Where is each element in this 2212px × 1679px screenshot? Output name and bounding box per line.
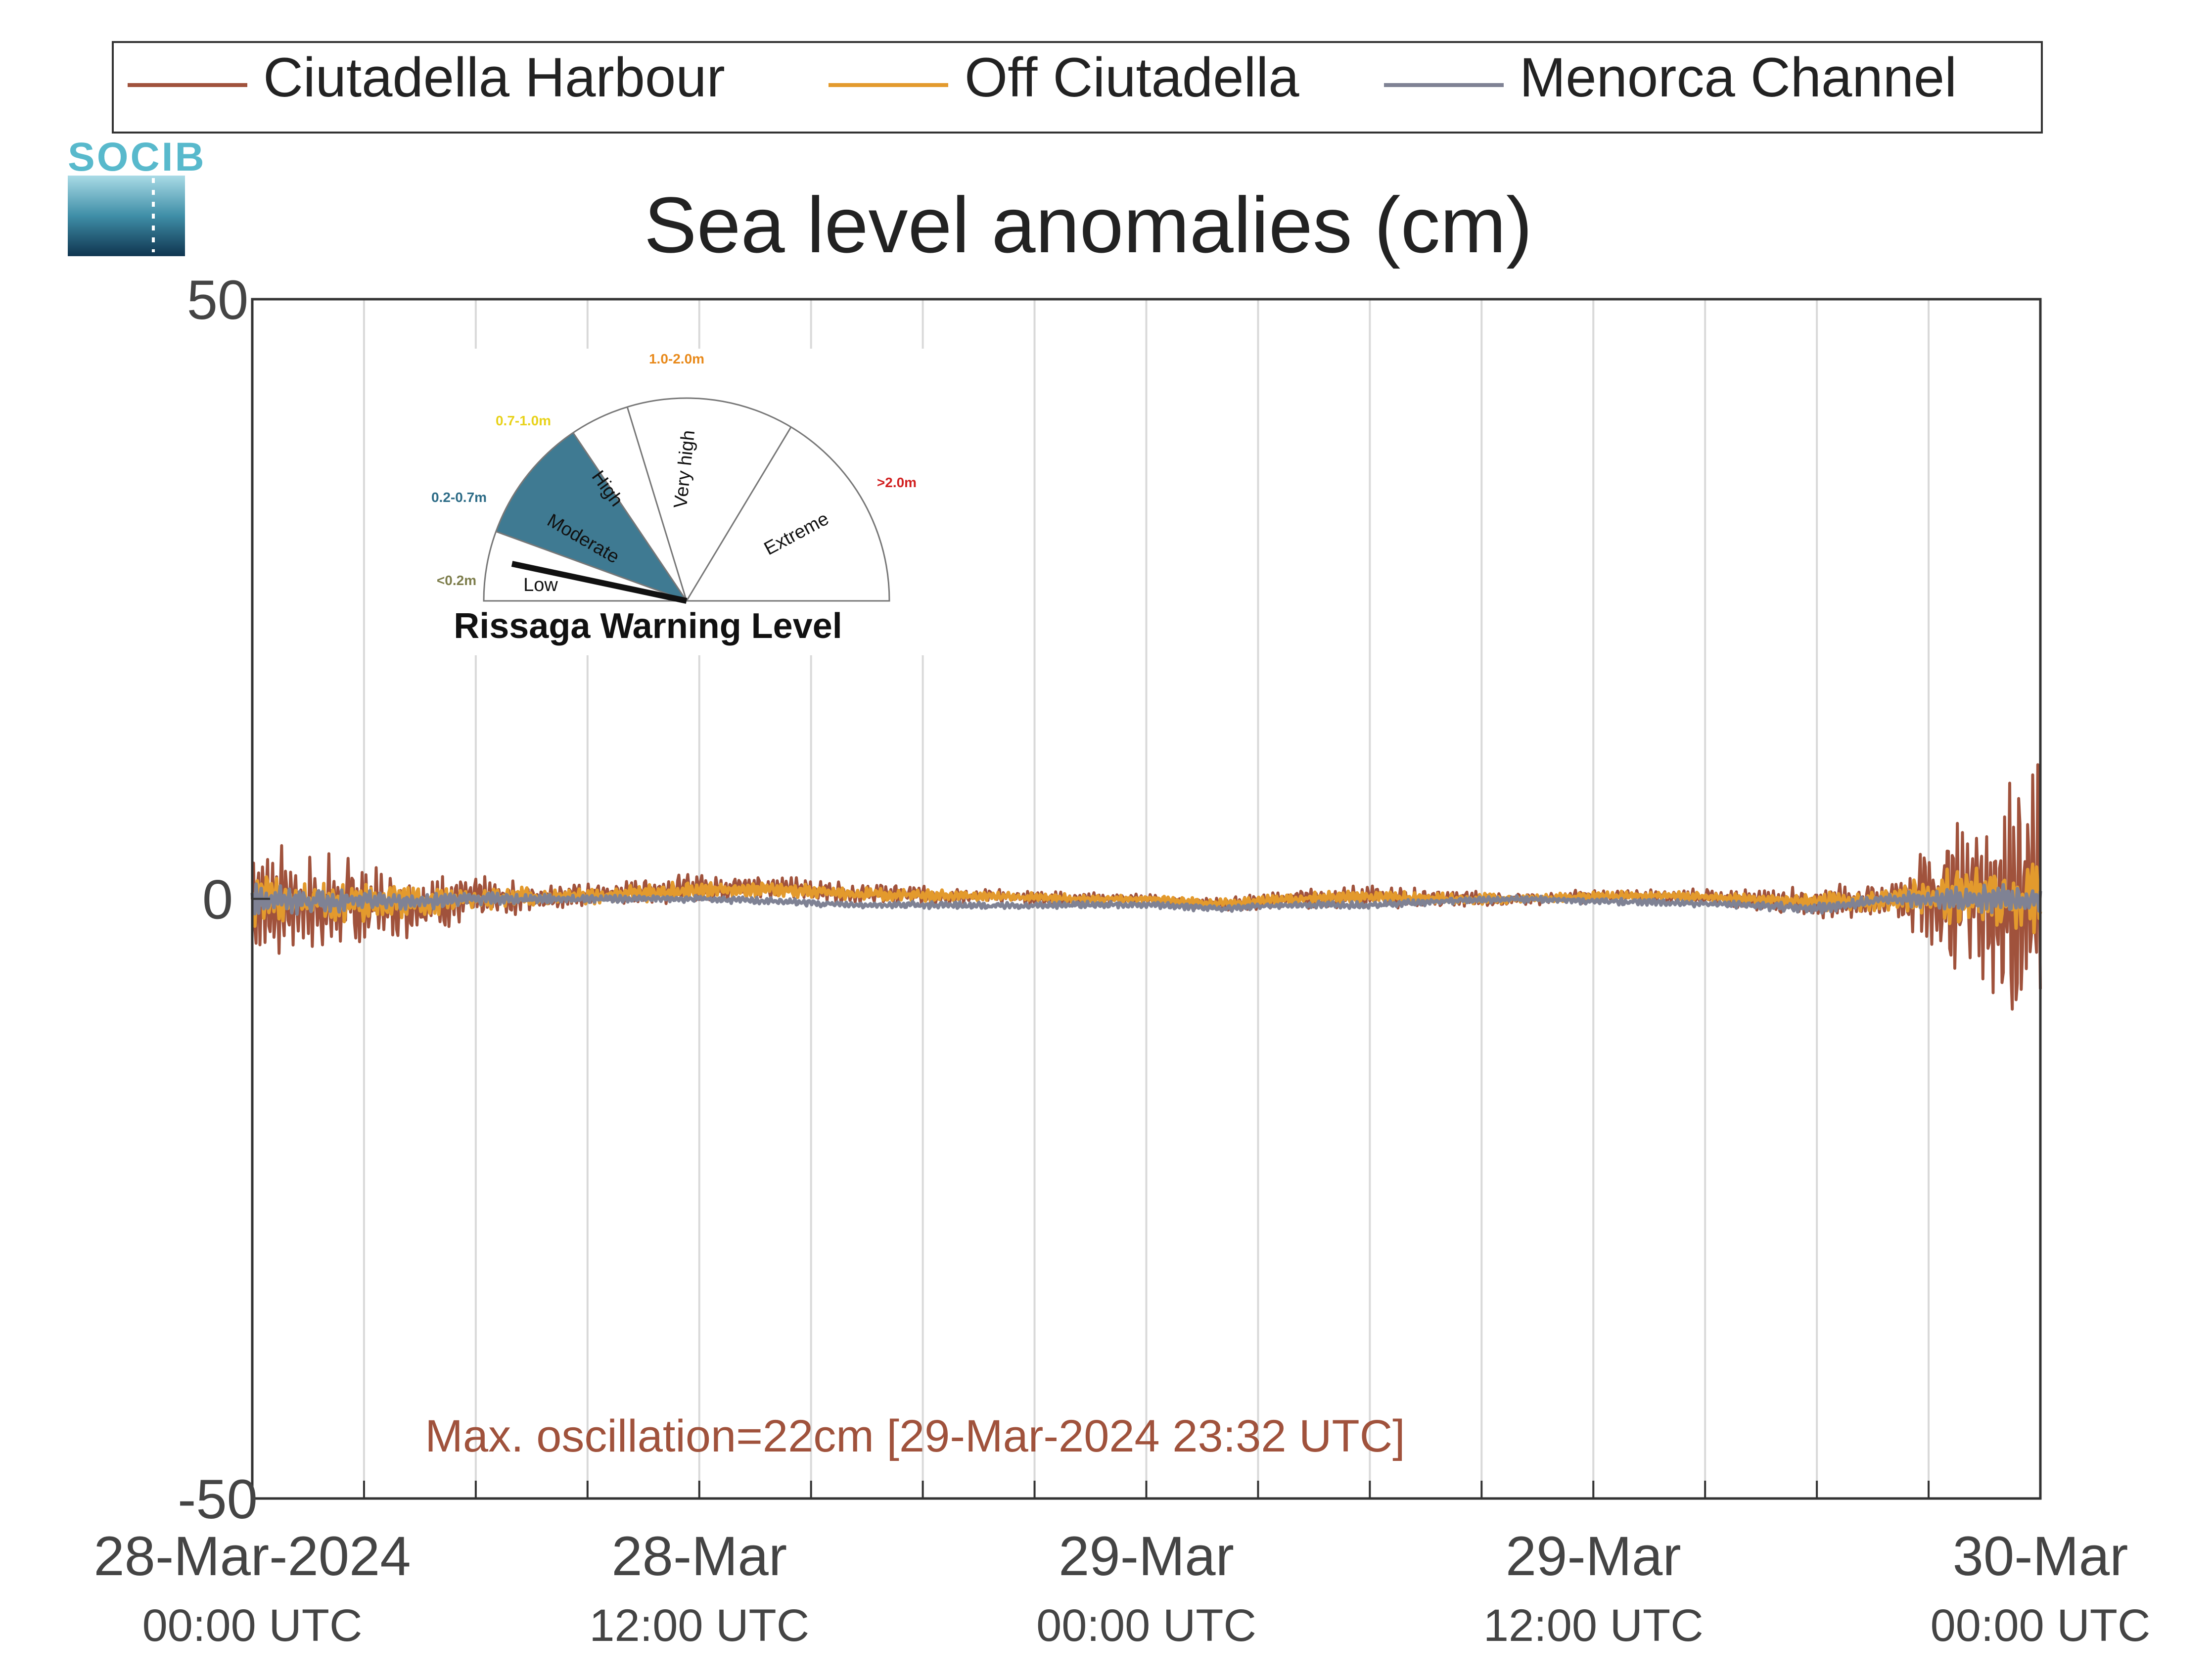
gauge-divider [686, 426, 792, 601]
gauge-sector-label-low: Low [523, 575, 558, 595]
x-tick-label: 30-Mar [1953, 1525, 2128, 1587]
gauge-title: Rissaga Warning Level [454, 606, 842, 646]
y-tick-label: -50 [178, 1468, 258, 1530]
gauge-range-moderate: 0.2-0.7m [431, 490, 487, 505]
rissaga-warning-gauge: Low Moderate High Very high Extreme <0.2… [400, 349, 944, 655]
x-tick-sublabel: 00:00 UTC [142, 1600, 363, 1651]
x-tick-sublabel: 00:00 UTC [1931, 1600, 2151, 1651]
gauge-divider [626, 407, 688, 601]
gauge-sector-moderate [496, 433, 687, 601]
gauge-background [400, 349, 944, 655]
x-tick-sublabel: 00:00 UTC [1036, 1600, 1256, 1651]
socib-logo-mark [68, 176, 185, 256]
legend-label-off-ciutadella: Off Ciutadella [965, 46, 1299, 108]
gauge-needle [511, 561, 688, 604]
x-tick-label: 29-Mar [1506, 1525, 1681, 1587]
x-tick-label: 29-Mar [1059, 1525, 1234, 1587]
y-tick-label: 0 [202, 869, 233, 931]
gauge-dividers [496, 407, 792, 602]
chart-title: Sea level anomalies (cm) [644, 181, 1532, 269]
series-lines [250, 763, 2042, 1011]
x-tick-sublabel: 12:00 UTC [1483, 1600, 1704, 1651]
gauge-range-extreme: >2.0m [877, 475, 917, 490]
legend-label-ciutadella-harbour: Ciutadella Harbour [263, 46, 725, 108]
legend-label-menorca-channel: Menorca Channel [1520, 46, 1957, 108]
socib-logo-text: SOCIB [68, 135, 206, 180]
x-tick-label: 28-Mar [611, 1525, 787, 1587]
gauge-range-very-high: 1.0-2.0m [649, 351, 704, 366]
gauge-range-high: 0.7-1.0m [496, 413, 551, 428]
legend: Ciutadella Harbour Off Ciutadella Menorc… [112, 41, 2043, 134]
x-tick-label: 28-Mar-2024 [93, 1525, 411, 1587]
gauge-divider [572, 432, 688, 601]
gauge-divider [496, 531, 687, 602]
series-line-menorca-channel [250, 882, 2042, 916]
y-tick-label: 50 [187, 269, 249, 331]
gauge-outline [483, 397, 890, 602]
axis-ticks: -50 0 50 28-Mar-2024 00:00 UTC 28-Mar 12:00 UT… [93, 269, 2150, 1651]
socib-logo: SOCIB [68, 135, 206, 256]
x-tick-sublabel: 12:00 UTC [589, 1600, 809, 1651]
max-oscillation-annotation: Max. oscillation=22cm [29-Mar-2024 23:32… [425, 1411, 1405, 1461]
gauge-range-low: <0.2m [437, 573, 476, 588]
legend-frame [112, 41, 2043, 134]
